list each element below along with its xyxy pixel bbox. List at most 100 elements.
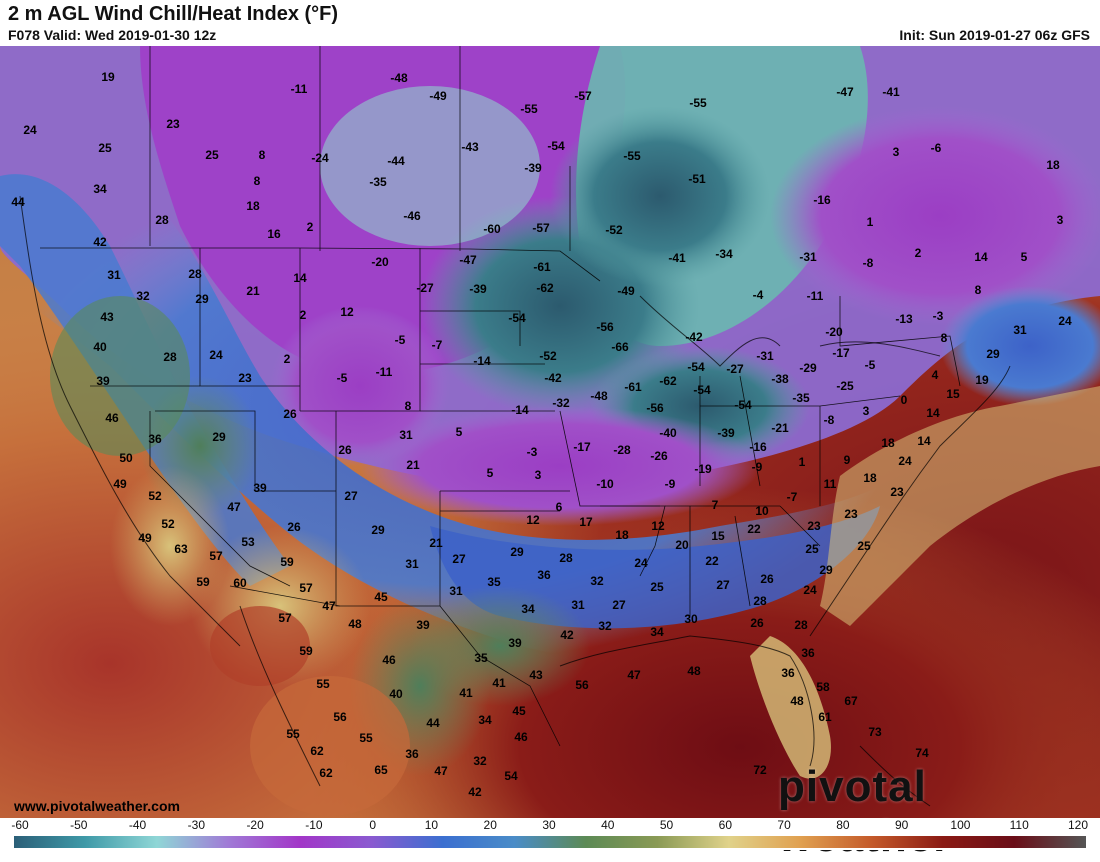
value-label: 31	[399, 428, 413, 442]
value-label: 36	[148, 432, 162, 446]
boundaries	[40, 46, 961, 747]
value-label: 2	[307, 220, 314, 234]
value-label: -44	[387, 154, 405, 168]
value-label: -60	[483, 222, 501, 236]
value-label: 40	[93, 340, 107, 354]
value-label: -35	[369, 175, 387, 189]
value-label: 31	[571, 598, 585, 612]
value-label: 45	[512, 704, 526, 718]
colorbar-tick: 90	[894, 818, 909, 832]
value-label: -8	[824, 413, 835, 427]
value-label: -4	[753, 288, 764, 302]
value-label: 23	[890, 485, 904, 499]
value-label: 23	[166, 117, 180, 131]
value-label: 62	[310, 744, 324, 758]
value-label: -49	[617, 284, 635, 298]
value-label: -17	[832, 346, 850, 360]
colorbar-tick: 100	[950, 818, 971, 832]
value-label: 23	[238, 371, 252, 385]
value-label: -5	[865, 358, 876, 372]
value-label: 22	[705, 554, 719, 568]
value-label: 7	[712, 498, 719, 512]
map-area[interactable]: 19 24 23 25 25 8 34 8 44 18 28 16 2 42 28 31 14 21 32 29 43 2…	[0, 46, 1100, 818]
value-label: -41	[882, 85, 900, 99]
value-label: 62	[319, 766, 333, 780]
value-label: 15	[711, 529, 725, 543]
value-label: 44	[11, 195, 25, 209]
colorbar-tick: 120	[1067, 818, 1089, 832]
value-label: 2	[284, 352, 291, 366]
value-label: -39	[469, 282, 487, 296]
colorbar-tick: -10	[305, 818, 323, 832]
value-label: 67	[844, 694, 858, 708]
value-label: -5	[337, 371, 348, 385]
value-label: 12	[651, 519, 665, 533]
valid-time: F078 Valid: Wed 2019-01-30 12z	[8, 27, 217, 43]
value-label: 46	[105, 411, 119, 425]
value-label: 28	[753, 594, 767, 608]
value-label: 23	[844, 507, 858, 521]
value-label: 24	[1058, 314, 1072, 328]
value-label: -11	[376, 365, 393, 379]
value-label: 29	[195, 292, 209, 306]
value-label: 25	[650, 580, 664, 594]
value-label: 52	[148, 489, 162, 503]
value-label: -42	[544, 371, 562, 385]
colorbar-tick: -30	[187, 818, 205, 832]
value-label: 36	[405, 747, 419, 761]
value-label: 49	[138, 531, 152, 545]
value-label: 47	[322, 599, 336, 613]
colorbar-tick: 40	[601, 818, 615, 832]
value-label: 27	[716, 578, 730, 592]
value-label: 65	[374, 763, 388, 777]
value-label: 41	[492, 676, 506, 690]
value-label: -39	[524, 161, 542, 175]
value-label: 18	[615, 528, 629, 542]
value-label: 45	[374, 590, 388, 604]
value-label: 8	[254, 174, 261, 188]
value-label: 60	[233, 576, 247, 590]
value-label: -39	[717, 426, 735, 440]
value-label: -32	[552, 396, 570, 410]
value-label: 5	[1021, 250, 1028, 264]
value-label: 28	[188, 267, 202, 281]
value-label: 59	[196, 575, 210, 589]
value-label: -55	[689, 96, 707, 110]
value-label: 28	[559, 551, 573, 565]
value-label: 21	[406, 458, 420, 472]
value-label: 3	[893, 145, 900, 159]
value-label: 42	[560, 628, 574, 642]
value-label: -16	[749, 440, 767, 454]
value-label: -43	[461, 140, 479, 154]
value-label: 32	[590, 574, 604, 588]
value-label: 1	[867, 215, 874, 229]
value-label: 72	[753, 763, 767, 777]
value-label: 24	[209, 348, 223, 362]
value-label: 6	[556, 500, 563, 514]
value-label: -61	[533, 260, 551, 274]
value-label: 16	[267, 227, 281, 241]
value-label: 56	[333, 710, 347, 724]
header: 2 m AGL Wind Chill/Heat Index (°F) F078 …	[0, 0, 1100, 46]
value-label: 26	[287, 520, 301, 534]
value-label: -52	[605, 223, 623, 237]
value-label: 32	[136, 289, 150, 303]
map-title: 2 m AGL Wind Chill/Heat Index (°F)	[8, 3, 339, 25]
value-label: -47	[459, 253, 477, 267]
value-label: 55	[359, 731, 373, 745]
value-label: 19	[101, 70, 115, 84]
value-label: -35	[792, 391, 810, 405]
value-label: -28	[613, 443, 631, 457]
colorbar-tick: 30	[542, 818, 556, 832]
value-label: 42	[93, 235, 107, 249]
value-label: 34	[650, 625, 664, 639]
value-label: -54	[508, 311, 526, 325]
value-label: 29	[819, 563, 833, 577]
colorbar-gradient	[14, 836, 1086, 848]
value-label: -62	[659, 374, 677, 388]
value-label: 55	[316, 677, 330, 691]
value-label: -27	[416, 281, 434, 295]
value-label: -51	[688, 172, 706, 186]
value-label: 12	[526, 513, 540, 527]
value-label: -48	[390, 71, 408, 85]
